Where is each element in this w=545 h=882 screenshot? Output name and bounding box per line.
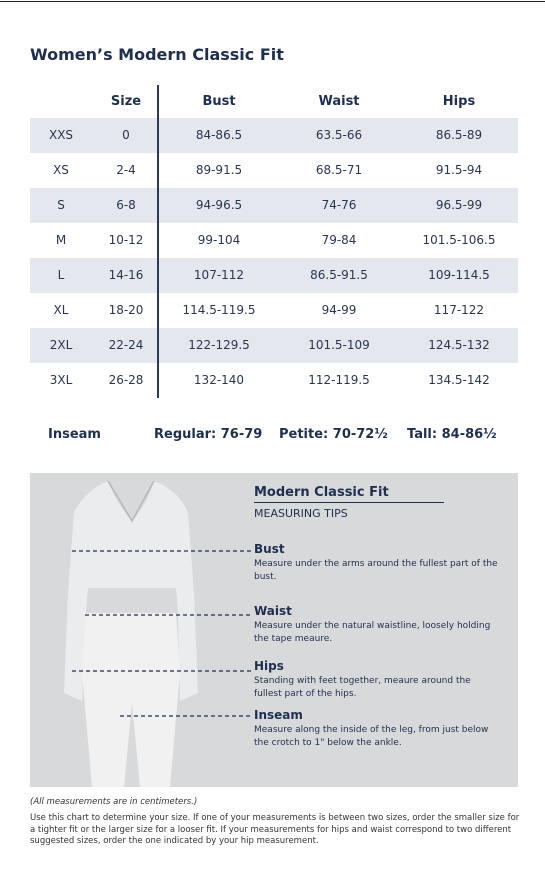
row-label: XL bbox=[53, 303, 69, 317]
tips-panel: Modern Classic Fit MEASURING TIPS Bust Me… bbox=[30, 473, 518, 787]
row-label: XS bbox=[53, 163, 69, 177]
tip-name: Hips bbox=[254, 659, 284, 673]
column-header: Bust bbox=[202, 94, 236, 109]
row-label: S bbox=[57, 198, 65, 212]
row-label: XXS bbox=[48, 128, 74, 142]
row-label: 2XL bbox=[49, 338, 73, 352]
pants bbox=[82, 613, 180, 787]
row-label: 3XL bbox=[49, 373, 73, 387]
cell: 22-24 bbox=[108, 338, 144, 352]
cell: 91.5-94 bbox=[435, 163, 483, 177]
tip-name: Waist bbox=[254, 604, 292, 618]
cell: 0 bbox=[122, 128, 130, 142]
cell: 101.5-106.5 bbox=[422, 233, 496, 247]
cell: 79-84 bbox=[321, 233, 357, 247]
cell: 99-104 bbox=[197, 233, 241, 247]
cell: 86.5-91.5 bbox=[310, 268, 368, 282]
inseam-label: Inseam bbox=[48, 427, 101, 442]
cell: 74-76 bbox=[321, 198, 357, 212]
cell: 109-114.5 bbox=[428, 268, 490, 282]
cell: 14-16 bbox=[108, 268, 144, 282]
cell: 68.5-71 bbox=[315, 163, 363, 177]
tip-text: Measure along the inside of the leg, fro… bbox=[254, 725, 489, 748]
column-header: Waist bbox=[318, 94, 360, 109]
cell: 124.5-132 bbox=[428, 338, 490, 352]
tip-name: Bust bbox=[254, 542, 285, 556]
cell: 132-140 bbox=[193, 373, 245, 387]
tips-title: Modern Classic Fit bbox=[254, 485, 444, 503]
cell: 2-4 bbox=[116, 163, 136, 177]
cell: 134.5-142 bbox=[428, 373, 490, 387]
cell: 96.5-99 bbox=[435, 198, 483, 212]
description: Use this chart to determine your size. I… bbox=[30, 813, 520, 846]
column-header: Size bbox=[110, 94, 142, 109]
cell: 18-20 bbox=[108, 303, 144, 317]
cell: 10-12 bbox=[108, 233, 144, 247]
collar bbox=[107, 480, 155, 523]
cell: 26-28 bbox=[108, 373, 144, 387]
row-shade bbox=[30, 258, 518, 293]
column-divider bbox=[157, 85, 159, 398]
cell: 112-119.5 bbox=[308, 373, 370, 387]
cell: 114.5-119.5 bbox=[182, 303, 256, 317]
cell: 86.5-89 bbox=[435, 128, 483, 142]
body-figure bbox=[64, 480, 252, 787]
tip-text: Measure under the arms around the fulles… bbox=[254, 559, 498, 582]
cell: 6-8 bbox=[116, 198, 136, 212]
title: Women’s Modern Classic Fit bbox=[30, 45, 284, 64]
tip-name: Inseam bbox=[254, 708, 303, 722]
cell: 122-129.5 bbox=[188, 338, 250, 352]
tips-subtitle: MEASURING TIPS bbox=[254, 507, 348, 520]
cell: 101.5-109 bbox=[308, 338, 370, 352]
column-header: Hips bbox=[442, 94, 476, 109]
tip-text: Measure under the natural waistline, loo… bbox=[254, 621, 491, 644]
row-shade bbox=[30, 188, 518, 223]
inseam-petite: Petite: 70-72½ bbox=[279, 427, 388, 442]
row-shade bbox=[30, 118, 518, 153]
row-label: L bbox=[57, 268, 65, 282]
guides bbox=[72, 550, 252, 717]
row-label: M bbox=[55, 233, 67, 247]
row-shade bbox=[30, 328, 518, 363]
tip-text: Standing with feet together, meaure arou… bbox=[254, 676, 471, 699]
cell: 63.5-66 bbox=[315, 128, 363, 142]
cell: 94-96.5 bbox=[195, 198, 243, 212]
cell: 94-99 bbox=[321, 303, 357, 317]
cell: 84-86.5 bbox=[195, 128, 243, 142]
top-rule bbox=[0, 1, 545, 2]
shirt bbox=[64, 481, 198, 701]
inseam-regular: Regular: 76-79 bbox=[154, 427, 263, 442]
cell: 107-112 bbox=[193, 268, 245, 282]
cell: 117-122 bbox=[433, 303, 485, 317]
note: (All measurements are in centimeters.) bbox=[30, 797, 198, 807]
cell: 89-91.5 bbox=[195, 163, 243, 177]
inseam-tall: Tall: 84-86½ bbox=[407, 427, 497, 442]
